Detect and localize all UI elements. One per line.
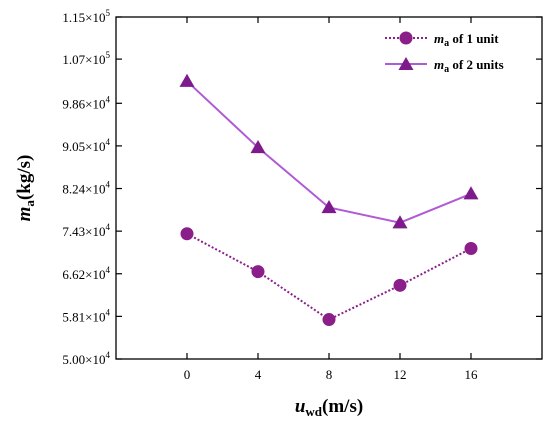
legend-label-series-2: ma of 2 units: [434, 57, 504, 75]
x-axis-label-unit: (m/s): [322, 396, 363, 417]
x-tick-label: 0: [184, 367, 191, 382]
legend-marker-series-2: [398, 57, 414, 70]
x-axis-label: uwd(m/s): [295, 396, 363, 419]
y-axis-label-unit: (kg/s): [14, 155, 35, 200]
series-1-point: [393, 278, 407, 292]
x-tick-label: 16: [465, 367, 479, 382]
x-tick-label: 8: [326, 367, 333, 382]
x-axis-label-sub: wd: [305, 404, 322, 419]
legend: ma of 1 unit ma of 2 units: [385, 31, 504, 75]
y-tick-label: 1.15×105: [62, 8, 110, 25]
x-tick-label: 4: [255, 367, 262, 382]
legend-label-rest: of 1 unit: [449, 31, 499, 46]
legend-label-sub: a: [444, 38, 449, 49]
legend-marker-series-1: [399, 31, 413, 45]
x-tick-label: 12: [394, 367, 407, 382]
x-axis-ticks: 0 4 8 12 16: [184, 17, 478, 382]
y-axis-label-sub: a: [22, 200, 37, 207]
series-2-point: [250, 139, 266, 154]
series-1-point: [322, 313, 336, 327]
series-1-point: [251, 265, 265, 279]
series-1-point: [180, 227, 194, 241]
series-group: [179, 73, 479, 327]
x-axis-label-main: u: [295, 396, 306, 417]
y-tick-label: 1.07×105: [62, 50, 110, 67]
y-tick-label: 6.62×104: [62, 265, 110, 282]
legend-label-rest: of 2 units: [449, 57, 504, 72]
legend-label-main: m: [434, 31, 444, 46]
y-axis-ticks: 5.00×104 5.81×104 6.62×104 7.43×104 8.24×104…: [62, 8, 542, 367]
legend-label-sub: a: [444, 64, 449, 75]
y-tick-label: 5.00×104: [62, 350, 110, 367]
series-2-point: [321, 199, 337, 214]
y-tick-label: 9.86×104: [62, 94, 110, 111]
y-tick-label: 7.43×104: [62, 222, 110, 239]
legend-label-series-1: ma of 1 unit: [434, 31, 499, 49]
series-2-point: [179, 73, 195, 87]
y-axis-label-main: m: [14, 207, 35, 222]
legend-label-main: m: [434, 57, 444, 72]
series-1-point: [464, 242, 478, 256]
y-tick-label: 9.05×104: [62, 137, 110, 154]
y-axis-label: ma(kg/s): [14, 155, 37, 222]
y-tick-label: 5.81×104: [62, 307, 110, 324]
series-1-line: [186, 232, 472, 321]
series-2-point: [392, 215, 408, 229]
y-tick-label: 8.24×104: [62, 180, 110, 197]
series-2-point: [463, 186, 479, 200]
